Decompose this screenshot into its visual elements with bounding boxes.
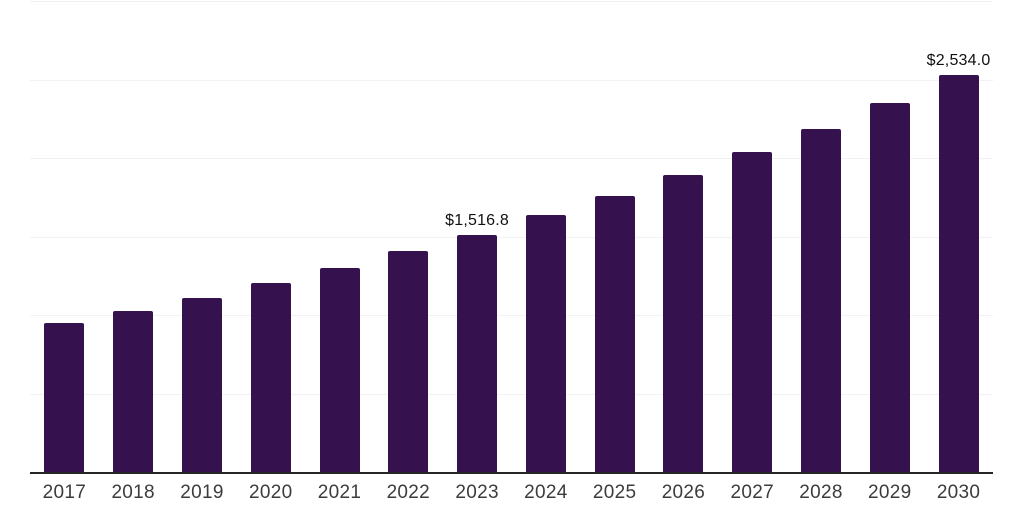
x-axis-ticks: 2017 2018 2019 2020 2021 2022 2023 2024 2025 2026… [30, 482, 993, 504]
value-label-2030: $2,534.0 [926, 52, 991, 70]
x-tick-2023: 2023 [455, 482, 499, 503]
bar-2027 [732, 152, 773, 473]
x-tick-2026: 2026 [661, 482, 706, 503]
gridline-1000 [30, 315, 993, 317]
gridline-2500 [30, 79, 993, 81]
bar-group-2021 [305, 2, 374, 473]
x-tick-2018: 2018 [111, 482, 155, 503]
bar-2018 [113, 310, 154, 473]
bar-group-2020 [236, 2, 305, 473]
plot-area: $1,516.8 $2,534.0 [30, 1, 993, 473]
gridline-2000 [30, 158, 993, 160]
bar-group-2027 [718, 2, 787, 473]
bars: $1,516.8 $2,534.0 [30, 2, 993, 473]
bar-2021 [319, 268, 360, 473]
bar-group-2029 [855, 2, 924, 473]
x-tick-2017: 2017 [42, 482, 87, 503]
bar-2030: $2,534.0 [927, 52, 990, 473]
bar-2024 [525, 214, 566, 473]
x-tick-2025: 2025 [592, 482, 637, 503]
bar-2022 [388, 251, 429, 473]
x-tick-2029: 2029 [868, 482, 912, 503]
bar-group-2025 [580, 2, 649, 473]
value-label-2023: $1,516.8 [445, 211, 510, 229]
x-tick-2020: 2020 [249, 482, 293, 503]
bar-2017 [44, 322, 85, 473]
bar-group-2030: $2,534.0 [924, 2, 993, 473]
bar-2019 [181, 297, 222, 473]
bar-group-2028 [787, 2, 856, 473]
bar-2025 [594, 195, 635, 473]
bar-2028 [800, 128, 841, 473]
gridline-1500 [30, 236, 993, 238]
bar-group-2023: $1,516.8 [443, 2, 512, 473]
x-tick-2027: 2027 [730, 482, 774, 503]
bar-2029 [869, 103, 910, 473]
x-axis-line [30, 472, 993, 474]
x-tick-2021: 2021 [317, 482, 362, 503]
bar-group-2022 [374, 2, 443, 473]
x-tick-2028: 2028 [799, 482, 843, 503]
x-tick-2022: 2022 [386, 482, 431, 503]
bar-group-2018 [99, 2, 168, 473]
bar-2023: $1,516.8 [445, 212, 509, 473]
x-tick-2019: 2019 [180, 482, 224, 503]
x-tick-2030: 2030 [936, 482, 981, 503]
bar-group-2024 [511, 2, 580, 473]
x-tick-2024: 2024 [524, 482, 568, 503]
bar-group-2019 [168, 2, 237, 473]
bar-group-2017 [30, 2, 99, 473]
gridline-3000 [30, 1, 993, 2]
bar-2026 [663, 174, 704, 473]
gridline-500 [30, 393, 993, 395]
bar-2020 [250, 283, 291, 473]
bar-group-2026 [649, 2, 718, 473]
